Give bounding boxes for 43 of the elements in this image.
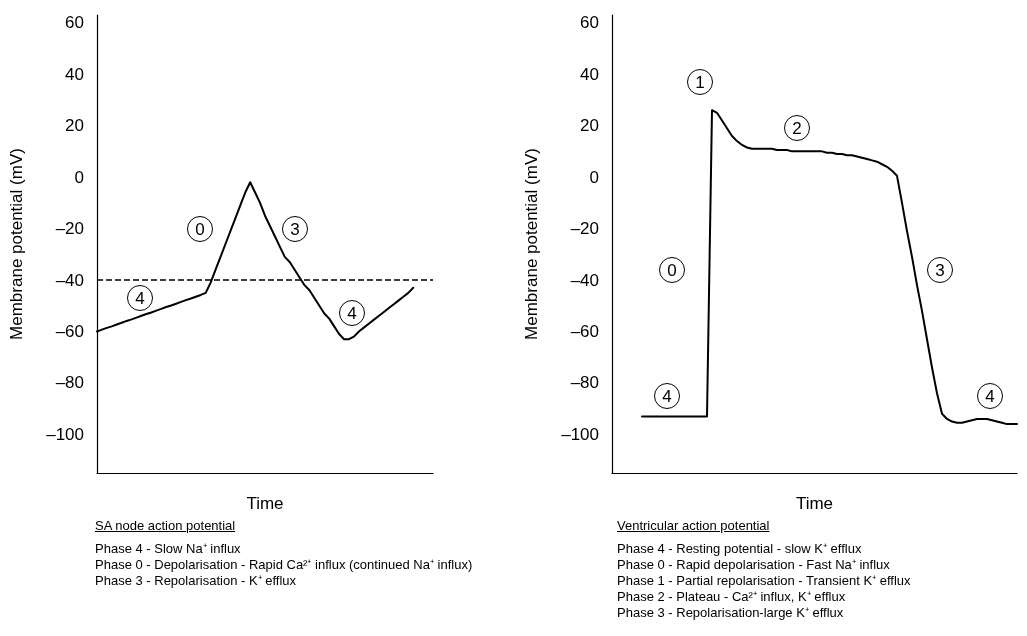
x-axis-title: Time	[795, 494, 834, 513]
y-tick-label: –100	[561, 424, 599, 444]
annotation: 0	[187, 215, 213, 242]
text: Phase 3 - Repolarisation - K⁺ efflux	[95, 573, 298, 589]
annotation: 4	[127, 285, 153, 312]
y-tick-label: –80	[55, 373, 84, 393]
y-tick-label: –40	[570, 270, 599, 290]
x-axis-title: Time	[246, 494, 284, 513]
y-tick-label: –20	[55, 219, 84, 239]
annotation: 3	[927, 256, 953, 283]
annotation: 4	[339, 300, 365, 327]
y-tick-label: –20	[570, 219, 599, 239]
y-tick-label: –40	[55, 270, 84, 290]
text: Phase 3 - Repolarisation-large K⁺ efflux	[617, 605, 845, 621]
annotation: 4	[977, 382, 1003, 409]
y-tick-label: –100	[46, 424, 84, 444]
text: Phase 1 - Partial repolarisation - Transient K⁺ efflux	[617, 573, 912, 589]
y-tick-label: –60	[570, 321, 599, 341]
y-tick-label: 0	[589, 167, 599, 187]
annotation: 4	[654, 382, 680, 409]
y-tick-label: 20	[65, 116, 84, 136]
text: SA node action potential	[95, 518, 237, 534]
y-tick-label: 40	[65, 64, 84, 84]
text: Phase 0 - Rapid depolarisation - Fast Na⁺ influx	[617, 557, 891, 573]
annotation: 3	[282, 215, 308, 242]
text: Phase 4 - Slow Na⁺ influx	[95, 541, 242, 557]
y-tick-label: 0	[74, 167, 84, 187]
text: Phase 2 - Plateau - Ca²⁺ influx, K⁺ efflux	[617, 589, 847, 605]
y-tick-label: 20	[580, 116, 599, 136]
line-series	[641, 109, 1018, 426]
y-tick-label: 60	[580, 13, 599, 33]
text: Phase 4 - Resting potential - slow K⁺ efflux	[617, 541, 863, 557]
y-tick-label: –80	[570, 373, 599, 393]
y-tick-label: –60	[55, 321, 84, 341]
text: Ventricular action potential	[617, 518, 771, 534]
y-axis-title: Membrane potential (mV)	[7, 148, 26, 340]
y-axis-title: Membrane potential (mV)	[522, 148, 541, 340]
annotation: 1	[687, 68, 713, 95]
text: Phase 0 - Depolarisation - Rapid Ca²⁺ influx (continued Na⁺ influx)	[95, 557, 474, 573]
annotation: 2	[784, 115, 810, 142]
y-tick-label: 60	[65, 13, 84, 33]
y-tick-label: 40	[580, 64, 599, 84]
annotation: 0	[659, 256, 685, 283]
